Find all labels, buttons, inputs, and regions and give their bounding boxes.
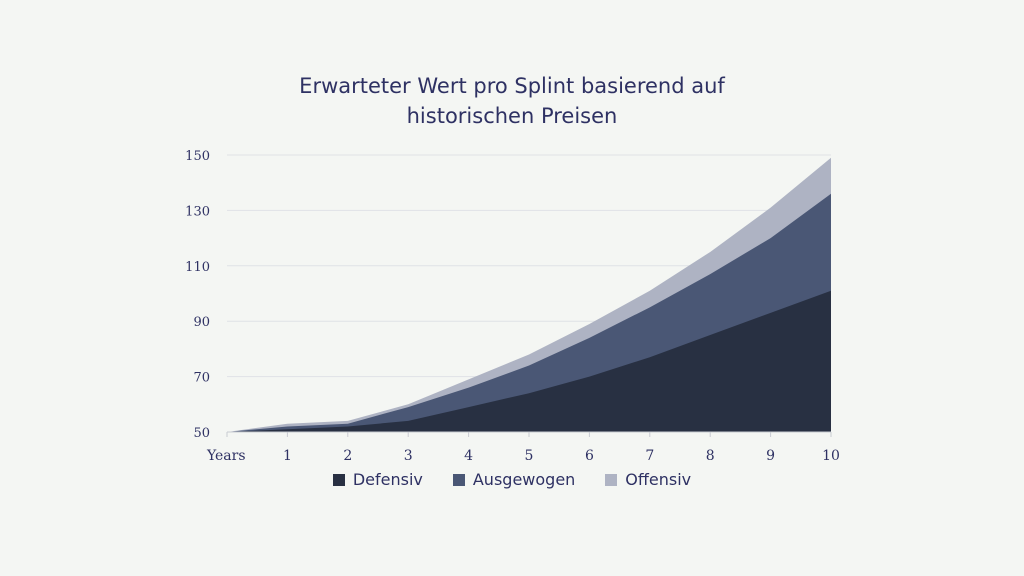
x-tick-label-9: 9 [766,448,775,464]
chart-legend: Defensiv Ausgewogen Offensiv [0,470,1024,489]
legend-swatch-ausgewogen [452,473,465,486]
chart-title-line-2: historischen Preisen [406,104,618,128]
legend-label-offensiv: Offensiv [625,470,692,489]
y-tick-label-110: 110 [185,260,210,275]
x-tick-label-7: 7 [645,448,654,464]
legend-item-defensiv: Defensiv [332,470,423,489]
legend-swatch-defensiv [332,473,345,486]
y-tick-label-130: 130 [185,204,210,219]
x-tick-label-1: 1 [283,448,292,464]
legend-label-ausgewogen: Ausgewogen [472,470,576,489]
y-tick-label-90: 90 [193,315,210,330]
y-tick-label-70: 70 [193,371,210,386]
area-defensiv [227,290,831,432]
x-tick-label-0: Years [206,448,246,464]
x-tick-label-10: 10 [822,448,840,464]
x-tick-label-8: 8 [706,448,715,464]
legend-swatch-offensiv [605,473,618,486]
legend-item-ausgewogen: Ausgewogen [452,470,576,489]
legend-item-offensiv: Offensiv [605,470,691,489]
chart-title-line-1: Erwarteter Wert pro Splint basierend auf [299,74,725,98]
y-tick-label-150: 150 [185,149,210,164]
x-tick-label-2: 2 [343,448,352,464]
x-tick-label-5: 5 [525,448,534,464]
x-tick-label-6: 6 [585,448,594,464]
y-tick-label-50: 50 [193,426,210,441]
x-tick-label-4: 4 [464,448,473,464]
x-tick-label-3: 3 [404,448,413,464]
legend-label-defensiv: Defensiv [352,470,423,489]
